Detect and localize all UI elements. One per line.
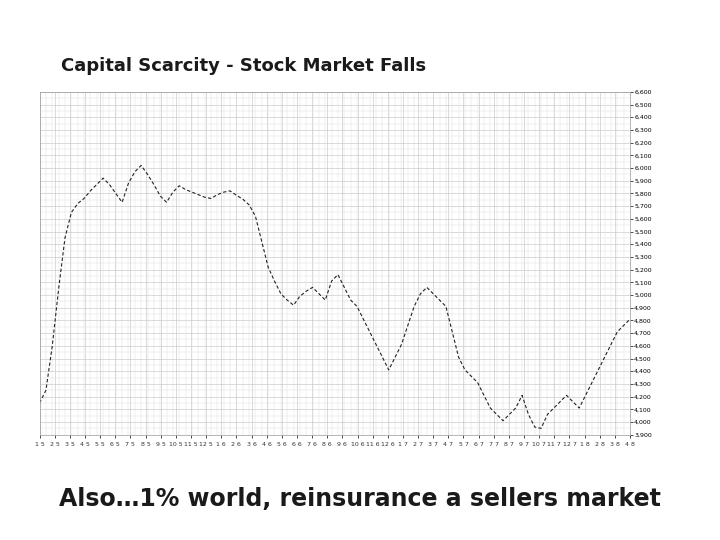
Text: Capital Scarcity - Stock Market Falls: Capital Scarcity - Stock Market Falls [61,57,426,75]
Text: Also…1% world, reinsurance a sellers market: Also…1% world, reinsurance a sellers mar… [59,488,661,511]
